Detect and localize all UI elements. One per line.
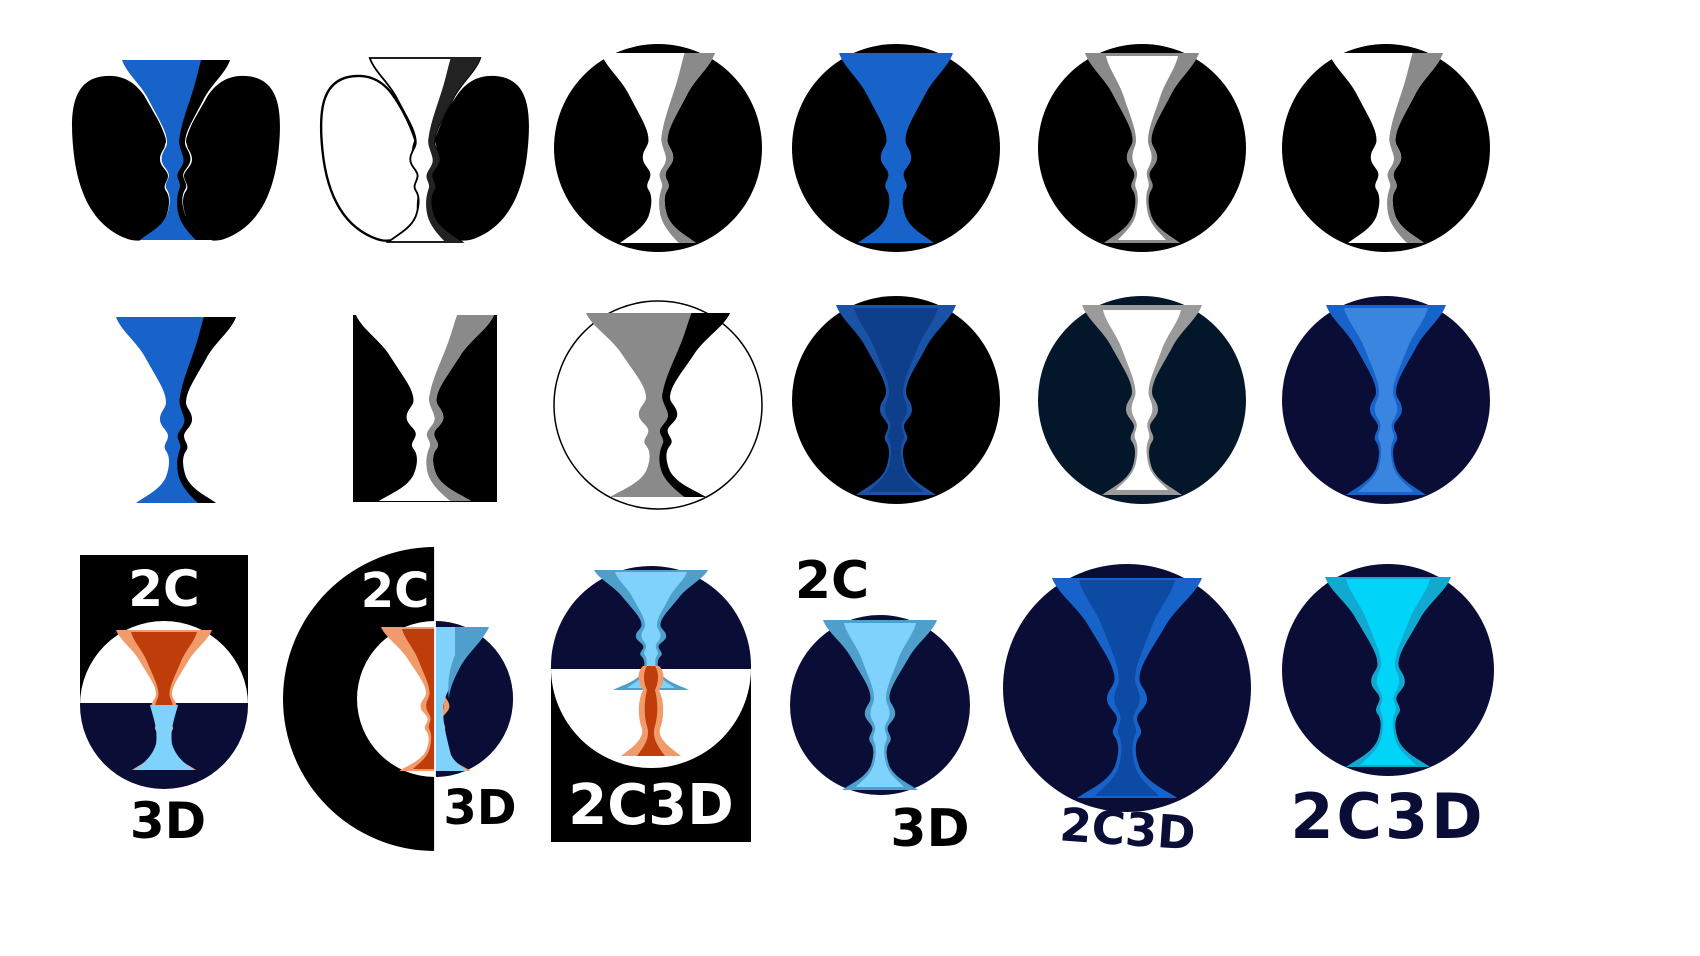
goblet-logo-4	[792, 44, 1000, 252]
goblet-logo-10	[792, 296, 1000, 504]
goblet-logo-6	[1282, 44, 1490, 252]
label-3d-b: 3D	[443, 780, 516, 836]
label-2c-a: 2C	[128, 560, 199, 618]
goblet-logo-15: 2C3D	[551, 566, 751, 842]
label-2c-b: 2C	[361, 563, 430, 619]
label-3d-a: 3D	[130, 792, 206, 850]
label-2c3d-e: 2C3D	[1058, 797, 1197, 860]
goblet-logo-18: 2C3D	[1282, 564, 1494, 853]
goblet-logo-13: 2C 3D	[80, 555, 248, 850]
label-2c3d-c: 2C3D	[568, 773, 734, 838]
goblet-logo-1	[72, 56, 280, 243]
goblet-logo-9	[553, 300, 763, 510]
goblet-logo-12	[1282, 296, 1490, 504]
goblet-logo-14: 2C 3D	[283, 547, 517, 851]
goblet-logo-17: 2C3D	[1003, 564, 1251, 861]
goblet-logo-16: 2C 3D	[790, 551, 970, 859]
goblet-logo-8	[353, 315, 497, 502]
goblet-logo-3	[554, 44, 762, 252]
label-2c3d-f: 2C3D	[1290, 780, 1485, 853]
goblet-logo-2	[319, 57, 529, 243]
goblet-logo-7	[116, 317, 236, 503]
goblet-logo-5	[1038, 44, 1246, 252]
label-3d-d: 3D	[890, 799, 969, 859]
label-2c-d: 2C	[795, 551, 869, 611]
goblet-logo-11	[1038, 296, 1246, 504]
